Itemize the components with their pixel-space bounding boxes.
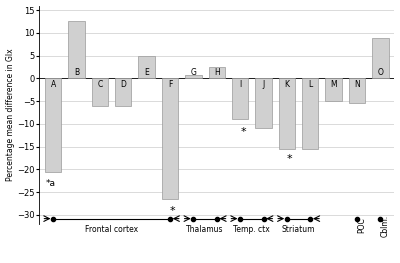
Text: E: E	[144, 68, 149, 77]
Bar	[92, 78, 108, 106]
Text: H: H	[214, 68, 220, 77]
Bar	[138, 56, 155, 78]
Bar	[209, 67, 225, 78]
Bar	[326, 78, 342, 101]
Bar	[255, 78, 272, 128]
Text: A: A	[50, 80, 56, 89]
Text: I: I	[239, 80, 241, 89]
Text: Striatum: Striatum	[282, 225, 315, 234]
Bar	[302, 78, 318, 149]
Text: Thalamus: Thalamus	[186, 225, 224, 234]
Text: K: K	[284, 80, 290, 89]
Bar	[372, 38, 389, 78]
Bar	[349, 78, 365, 103]
Text: *a: *a	[46, 179, 56, 188]
Text: *: *	[240, 127, 246, 137]
Bar	[45, 78, 61, 172]
Bar	[115, 78, 132, 106]
Text: Temp. ctx: Temp. ctx	[234, 225, 270, 234]
Text: L: L	[308, 80, 312, 89]
Y-axis label: Percentage mean difference in Glx: Percentage mean difference in Glx	[6, 48, 14, 181]
Text: Cblm.: Cblm.	[380, 214, 390, 236]
Text: G: G	[190, 68, 196, 77]
Text: D: D	[120, 80, 126, 89]
Text: *: *	[170, 206, 176, 216]
Text: B: B	[74, 68, 79, 77]
Bar	[185, 75, 202, 78]
Text: POC: POC	[357, 218, 366, 233]
Text: O: O	[378, 68, 383, 77]
Text: M: M	[330, 80, 337, 89]
Text: *: *	[287, 154, 292, 164]
Text: F: F	[168, 80, 172, 89]
Bar	[279, 78, 295, 149]
Text: N: N	[354, 80, 360, 89]
Bar	[68, 22, 85, 78]
Text: C: C	[97, 80, 102, 89]
Bar	[232, 78, 248, 119]
Bar	[162, 78, 178, 199]
Text: J: J	[262, 80, 265, 89]
Text: Frontal cortex: Frontal cortex	[85, 225, 138, 234]
